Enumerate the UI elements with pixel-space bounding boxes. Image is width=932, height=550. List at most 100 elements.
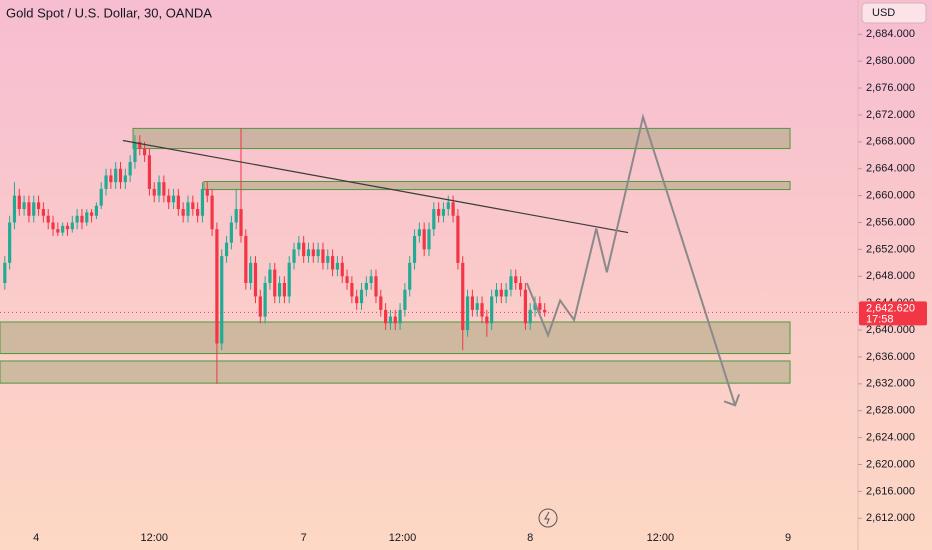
candle-body (350, 282, 354, 297)
candle-body (263, 282, 267, 317)
candle-body (8, 222, 12, 263)
candle-body (89, 212, 94, 216)
candle-body (451, 202, 455, 216)
candle-body (32, 202, 36, 216)
candle-body (427, 229, 431, 250)
candle-body (191, 202, 195, 210)
countdown-label: 17:58 (866, 313, 894, 325)
y-tick-label: 2,648.000 (866, 270, 915, 282)
candle-body (490, 296, 494, 324)
candle-body (80, 215, 84, 223)
candle-body (152, 188, 156, 196)
candle-body (523, 289, 528, 324)
trendline (122, 139, 629, 234)
candle-body (143, 148, 147, 156)
candle-body (56, 229, 60, 233)
candle-body (359, 289, 364, 304)
candle-body (41, 209, 45, 216)
candle-body (330, 256, 335, 270)
candle-body (417, 229, 421, 236)
candle-body (374, 276, 378, 297)
candle-body (244, 235, 248, 283)
candle-body (268, 269, 272, 283)
candle-body (253, 262, 258, 297)
candle-body (340, 262, 344, 277)
candle-body (518, 282, 523, 290)
candle-body (297, 242, 301, 250)
y-tick-label: 2,632.000 (866, 378, 915, 390)
candle-body (94, 205, 99, 216)
candle-body (85, 212, 89, 223)
replay-icon-bolt (544, 511, 550, 525)
candle-body (408, 262, 412, 290)
candle-body (282, 282, 286, 297)
y-tick-label: 2,660.000 (866, 190, 915, 202)
candle-body (114, 168, 118, 183)
candle-body (514, 276, 518, 283)
y-tick-label: 2,656.000 (866, 216, 915, 228)
candle-body (157, 182, 161, 196)
candle-body (345, 276, 349, 283)
currency-button[interactable] (861, 2, 927, 24)
candle-body (224, 242, 229, 257)
x-tick-label: 12:00 (389, 532, 417, 544)
candle-body (326, 256, 330, 263)
candle-body (311, 249, 315, 257)
candle-body (384, 309, 388, 324)
x-tick-label: 8 (527, 532, 533, 544)
candle-body (239, 209, 243, 236)
candle-body (138, 141, 142, 149)
zone (203, 180, 791, 191)
y-tick-label: 2,620.000 (866, 458, 915, 470)
x-tick-label: 4 (33, 532, 39, 544)
candle-body (485, 316, 489, 324)
y-tick-label: 2,664.000 (866, 163, 915, 175)
candle-body (287, 262, 291, 297)
candle-body (234, 209, 238, 223)
candle-body (335, 262, 340, 270)
candle-body (61, 225, 65, 233)
candle-body (27, 202, 31, 216)
candle-body (210, 195, 214, 230)
zone (132, 127, 791, 150)
candle-body (494, 289, 499, 297)
candle-body (393, 316, 397, 324)
last-price-label: 2,642.620 (866, 302, 915, 314)
candle-body (533, 303, 537, 310)
currency-label[interactable]: USD (872, 7, 895, 19)
candle-body (51, 222, 55, 230)
candle-body (258, 296, 262, 317)
candle-body (70, 222, 74, 230)
candle-body (465, 296, 470, 331)
x-tick-label: 9 (785, 532, 791, 544)
candle-body (456, 215, 460, 263)
candle-body (292, 249, 296, 263)
candle-body (186, 202, 190, 216)
y-tick-label: 2,680.000 (866, 55, 915, 67)
candle-body (422, 229, 426, 250)
candle-body (133, 141, 137, 162)
y-tick-label: 2,668.000 (866, 136, 915, 148)
candle-body (215, 229, 219, 344)
y-tick-label: 2,676.000 (866, 82, 915, 94)
candle-body (176, 195, 180, 210)
y-tick-label: 2,616.000 (866, 485, 915, 497)
candle-body (36, 202, 41, 210)
candle-body (528, 309, 532, 324)
chart-title: Gold Spot / U.S. Dollar, 30, OANDA (6, 5, 212, 20)
candle-body (3, 262, 7, 283)
x-tick-label: 12:00 (140, 532, 168, 544)
candle-body (12, 195, 17, 223)
candle-body (229, 222, 233, 243)
candle-body (355, 296, 359, 304)
y-tick-label: 2,684.000 (866, 28, 915, 40)
zone (0, 360, 791, 384)
candle-body (162, 182, 166, 196)
candle-body (46, 215, 50, 223)
candle-body (118, 168, 123, 183)
replay-icon[interactable] (538, 508, 558, 528)
candle-body (277, 282, 282, 297)
candle-body (441, 209, 446, 216)
